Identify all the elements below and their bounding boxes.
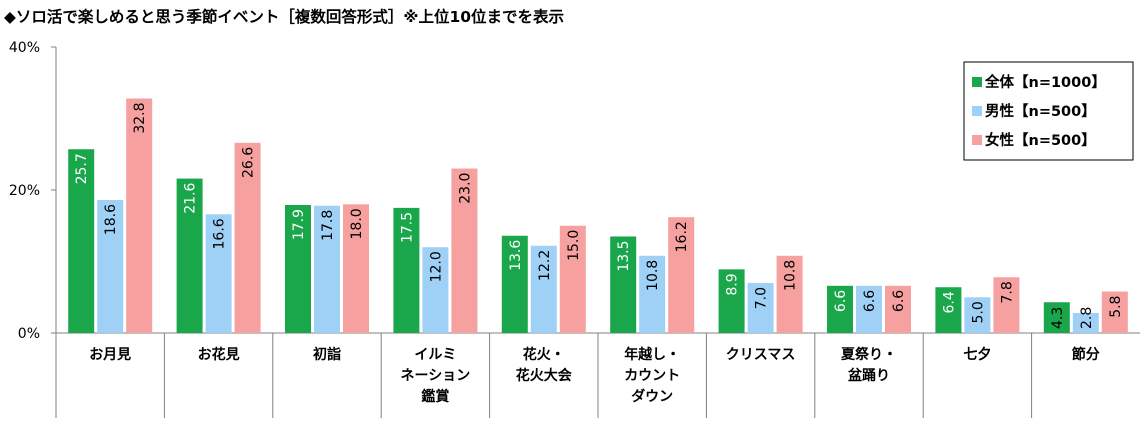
data-label: 18.6 bbox=[103, 204, 119, 235]
data-label: 7.0 bbox=[754, 287, 770, 309]
bar bbox=[639, 255, 666, 333]
chart-legend: 全体【n=1000】男性【n=500】女性【n=500】 bbox=[963, 61, 1134, 161]
data-label: 17.5 bbox=[399, 212, 415, 243]
legend-label: 男性【n=500】 bbox=[985, 102, 1096, 120]
data-label: 6.6 bbox=[891, 290, 907, 312]
legend-swatch bbox=[972, 135, 982, 145]
bar bbox=[176, 178, 203, 333]
bar bbox=[97, 200, 124, 333]
category-label: 年越し・ bbox=[624, 346, 680, 363]
bar bbox=[422, 247, 449, 333]
bar bbox=[856, 285, 882, 333]
category-label: ネーション bbox=[401, 368, 471, 384]
data-label: 4.3 bbox=[1050, 307, 1066, 329]
data-label: 25.7 bbox=[74, 153, 90, 184]
data-label: 10.8 bbox=[645, 260, 661, 291]
data-label: 13.5 bbox=[616, 240, 632, 271]
category-label: 盆踊り bbox=[847, 367, 890, 384]
data-label: 32.8 bbox=[132, 102, 148, 133]
bar bbox=[314, 205, 340, 333]
data-label: 17.8 bbox=[320, 210, 336, 241]
bar bbox=[501, 235, 528, 333]
data-label: 16.6 bbox=[212, 218, 228, 249]
category-label: 鑑賞 bbox=[421, 388, 449, 405]
legend-swatch bbox=[972, 106, 982, 116]
category-label: 花火大会 bbox=[516, 367, 573, 384]
bar bbox=[1072, 312, 1099, 333]
bar bbox=[205, 214, 232, 333]
data-label: 23.0 bbox=[457, 173, 473, 204]
bar bbox=[993, 277, 1020, 333]
data-label: 7.8 bbox=[999, 281, 1015, 303]
category-label: お花見 bbox=[198, 346, 240, 363]
y-tick-label: 20% bbox=[9, 183, 40, 199]
data-label: 2.8 bbox=[1079, 307, 1095, 329]
bar bbox=[776, 255, 803, 333]
bar bbox=[610, 236, 637, 333]
bar bbox=[530, 245, 557, 333]
data-label: 12.0 bbox=[428, 251, 444, 282]
bar bbox=[343, 204, 369, 333]
data-label: 6.6 bbox=[862, 290, 878, 312]
category-label: カウント bbox=[624, 368, 680, 384]
legend-label: 女性【n=500】 bbox=[985, 131, 1096, 149]
category-label: ダウン bbox=[631, 388, 673, 405]
data-label: 26.6 bbox=[241, 147, 257, 178]
data-label: 15.0 bbox=[566, 230, 582, 261]
bar bbox=[747, 282, 774, 333]
category-label: クリスマス bbox=[726, 347, 796, 363]
category-label: 七夕 bbox=[963, 346, 991, 363]
data-label: 16.2 bbox=[674, 221, 690, 252]
bar bbox=[718, 269, 745, 333]
data-label: 6.4 bbox=[941, 291, 957, 313]
bar bbox=[935, 287, 962, 333]
category-label: 夏祭り・ bbox=[841, 346, 897, 363]
data-label: 18.0 bbox=[349, 208, 365, 239]
legend-box bbox=[963, 61, 1134, 161]
chart-axes: 0% 20% 40% bbox=[9, 40, 1140, 418]
legend-label: 全体【n=1000】 bbox=[984, 73, 1106, 91]
chart-bars bbox=[68, 98, 1128, 333]
category-label: 花火・ bbox=[523, 346, 565, 363]
chart-data-labels: 25.7 18.6 32.8 21.6 16.6 26.6 17.9 17.8 18.0 17.5… bbox=[74, 102, 1124, 329]
data-label: 10.8 bbox=[783, 260, 799, 291]
data-label: 12.2 bbox=[537, 250, 553, 281]
bar bbox=[126, 98, 153, 333]
bar bbox=[451, 168, 478, 333]
bar bbox=[827, 285, 853, 333]
y-tick-label: 0% bbox=[18, 326, 40, 342]
bar bbox=[885, 285, 911, 333]
category-label: 初詣 bbox=[313, 346, 341, 363]
data-label: 6.6 bbox=[833, 290, 849, 312]
bar bbox=[1101, 291, 1128, 333]
bar bbox=[559, 225, 586, 333]
y-tick-label: 40% bbox=[9, 40, 40, 56]
bar bbox=[285, 205, 311, 333]
category-label: イルミ bbox=[414, 347, 456, 363]
legend-swatch bbox=[972, 77, 982, 87]
bar bbox=[1043, 302, 1070, 333]
data-label: 8.9 bbox=[725, 273, 741, 295]
data-label: 17.9 bbox=[291, 209, 307, 240]
bar bbox=[393, 207, 420, 333]
data-label: 5.8 bbox=[1108, 296, 1124, 318]
data-label: 5.0 bbox=[970, 301, 986, 323]
data-label: 13.6 bbox=[508, 240, 524, 271]
data-label: 21.6 bbox=[183, 182, 199, 213]
bar bbox=[668, 217, 695, 333]
category-label: 節分 bbox=[1072, 346, 1100, 363]
bar bbox=[68, 149, 95, 333]
bar bbox=[964, 297, 991, 333]
bar bbox=[234, 142, 261, 333]
category-label: お月見 bbox=[89, 347, 131, 363]
chart-title: ◆ソロ活で楽しめると思う季節イベント［複数回答形式］※上位10位までを表示 bbox=[4, 8, 565, 26]
